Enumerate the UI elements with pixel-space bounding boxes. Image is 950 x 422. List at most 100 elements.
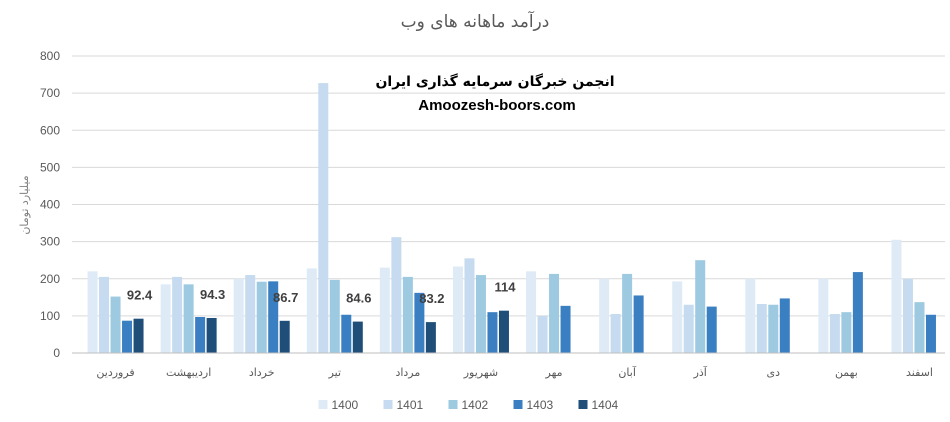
category-label: مرداد: [395, 366, 420, 379]
bar-1400: [87, 271, 98, 353]
bar-1404: [133, 318, 144, 353]
bar-1400: [452, 266, 463, 353]
bar-1402: [695, 260, 706, 353]
data-labels: 92.4 94.3 86.7 84.6 83.2 114: [127, 280, 516, 306]
legend-label: 1401: [397, 398, 424, 412]
bar-1403: [414, 292, 425, 353]
y-tick-label: 800: [40, 49, 60, 63]
bar-1400: [745, 278, 756, 353]
bar-1402: [841, 312, 852, 353]
watermark-url: Amoozesh-boors.com: [418, 97, 576, 114]
bar-1403: [779, 298, 790, 353]
bar-1402: [329, 279, 340, 353]
chart-title: درآمد ماهانه های وب: [401, 10, 550, 32]
bar-1402: [402, 276, 413, 353]
bar-1400: [160, 284, 171, 353]
data-label: 86.7: [273, 290, 298, 305]
bars: [87, 83, 936, 353]
category-label: اسفند: [906, 366, 933, 379]
legend-label: 1400: [332, 398, 359, 412]
bar-1402: [622, 273, 633, 353]
y-axis-ticks: 0 100 200 300 400 500 600 700 800: [40, 49, 60, 360]
watermark-title: انجمن خبرگان سرمایه گذاری ایران: [375, 73, 614, 90]
bar-1404: [279, 320, 290, 353]
bar-1403: [268, 281, 279, 353]
y-tick-label: 400: [40, 198, 60, 212]
legend-label: 1403: [527, 398, 554, 412]
bar-1400: [599, 278, 610, 353]
bar-1401: [318, 83, 329, 353]
y-tick-label: 700: [40, 86, 60, 100]
legend-swatch-1402: [448, 400, 458, 409]
bar-1404: [498, 310, 509, 353]
category-label: شهریور: [463, 366, 498, 379]
bar-1402: [110, 296, 121, 353]
bar-1404: [206, 317, 217, 353]
bar-1400: [526, 271, 537, 353]
bar-1401: [99, 276, 110, 353]
legend: 1400 1401 1402 1403 1404: [318, 398, 619, 412]
bar-1403: [852, 272, 863, 353]
bar-1400: [306, 268, 317, 353]
bar-1404: [352, 321, 363, 353]
bar-1402: [549, 273, 560, 353]
legend-swatch-1404: [578, 400, 588, 409]
x-axis-categories: فروردین اردیبهشت خرداد تیر مرداد شهریور مهر آبا…: [96, 365, 933, 379]
category-label: بهمن: [835, 366, 858, 379]
bar-1400: [233, 278, 244, 353]
bar-1400: [379, 267, 390, 353]
legend-swatch-1401: [383, 400, 393, 409]
bar-1403: [633, 295, 644, 353]
bar-1403: [195, 316, 206, 353]
y-tick-label: 100: [40, 309, 60, 323]
legend-swatch-1403: [513, 400, 523, 409]
bar-1400: [891, 239, 902, 353]
bar-1403: [487, 312, 498, 353]
bar-1401: [464, 258, 475, 353]
y-tick-label: 0: [53, 346, 60, 360]
y-tick-label: 600: [40, 123, 60, 137]
bar-1402: [914, 302, 925, 353]
bar-1403: [341, 314, 352, 353]
bar-1401: [172, 276, 183, 353]
data-label: 84.6: [346, 291, 371, 306]
category-label: اردیبهشت: [166, 366, 211, 379]
category-label: آبان: [618, 365, 636, 379]
bar-1403: [925, 314, 936, 353]
bar-1401: [683, 304, 694, 353]
y-tick-label: 200: [40, 272, 60, 286]
bar-1401: [756, 303, 767, 353]
bar-1403: [122, 320, 133, 353]
bar-1404: [425, 322, 436, 353]
bar-1401: [610, 314, 621, 353]
gridlines: [72, 55, 945, 317]
category-label: فروردین: [96, 366, 134, 379]
bar-1402: [768, 304, 779, 353]
bar-1401: [902, 278, 913, 353]
category-label: آذر: [693, 365, 708, 379]
y-tick-label: 300: [40, 235, 60, 249]
legend-label: 1402: [462, 398, 489, 412]
bar-1401: [245, 275, 256, 353]
bar-1401: [391, 237, 402, 353]
bar-1401: [829, 314, 840, 353]
legend-swatch-1400: [318, 400, 328, 409]
bar-1402: [475, 275, 486, 353]
legend-label: 1404: [592, 398, 619, 412]
category-label: تیر: [328, 366, 341, 379]
bar-1402: [256, 281, 267, 353]
bar-1403: [560, 305, 571, 353]
data-label: 83.2: [419, 291, 444, 306]
y-axis-label: میلیارد تومان: [18, 175, 31, 234]
data-label: 114: [494, 280, 516, 295]
data-label: 94.3: [200, 287, 225, 302]
y-tick-label: 500: [40, 160, 60, 174]
category-label: دی: [767, 366, 781, 379]
bar-1401: [537, 315, 548, 353]
bar-1400: [818, 278, 829, 353]
bar-1403: [706, 306, 717, 353]
category-label: مهر: [545, 366, 563, 379]
category-label: خرداد: [249, 366, 275, 379]
data-label: 92.4: [127, 288, 153, 303]
